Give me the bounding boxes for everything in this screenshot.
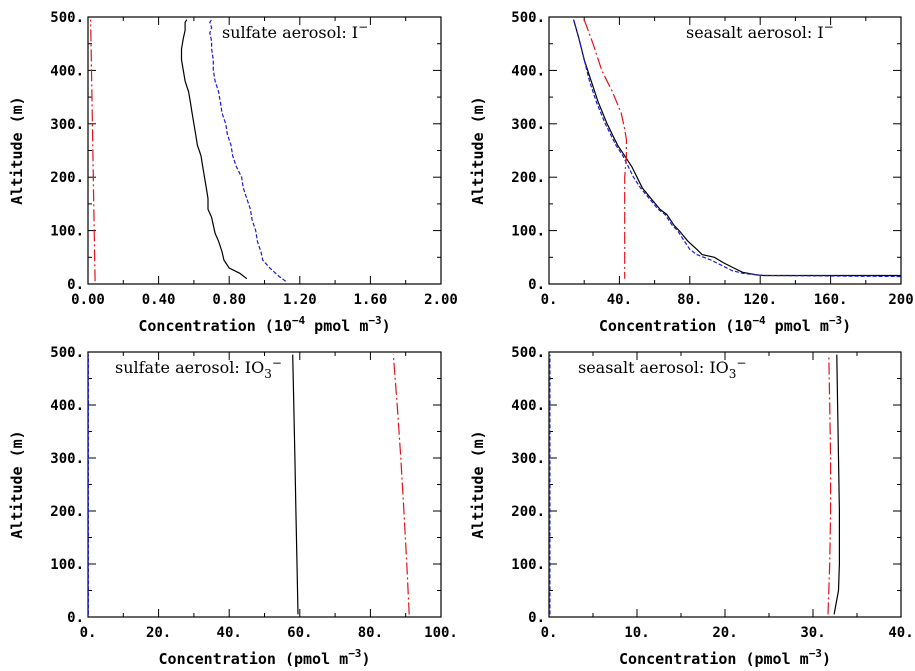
y-tick-label: 100. <box>50 224 84 240</box>
x-tick-label: 80. <box>677 292 702 308</box>
y-tick-label: 300. <box>50 117 84 133</box>
y-tick-label: 100. <box>511 557 545 573</box>
series-line-2 <box>827 354 832 615</box>
x-tick-label: 0.80 <box>212 292 246 308</box>
y-axis-title: Altitude (m) <box>469 430 487 538</box>
series-line-3 <box>583 19 627 279</box>
y-tick-label: 400. <box>50 398 84 414</box>
plot-frame <box>87 16 442 285</box>
chart-panel-3: 0. 20. 40. 60. 80. 100. 0. 100. 200. 300. 400. 500.… <box>8 345 458 668</box>
panel-title: seasalt aerosol: I− <box>686 20 834 42</box>
series-line-1 <box>292 354 299 615</box>
plot-frame <box>548 16 902 285</box>
chart-panel-2: 0. 40. 80. 120. 160. 200 0. 100. 200. 300. 400. 500… <box>469 10 914 335</box>
x-tick-label: 100. <box>424 625 458 641</box>
chart-panel-1: 0.00 0.40 0.80 1.20 1.60 2.00 0. 100. 200. 300. 40… <box>8 10 458 335</box>
y-tick-label: 100. <box>50 557 84 573</box>
y-tick-label: 500. <box>50 345 84 361</box>
plot-frame <box>548 351 902 618</box>
y-tick-label: 200. <box>50 170 84 186</box>
x-axis-title: Concentration (10−4 pmol m−3) <box>599 314 851 335</box>
y-tick-label: 400. <box>511 63 545 79</box>
panel-title: seasalt aerosol: IO3− <box>578 356 746 381</box>
x-axis-title: Concentration (10−4 pmol m−3) <box>138 314 390 335</box>
y-tick-label: 0. <box>67 610 84 626</box>
y-tick-label: 200. <box>50 504 84 520</box>
x-tick-label: 0. <box>80 625 97 641</box>
y-tick-label: 300. <box>511 451 545 467</box>
y-tick-label: 400. <box>511 398 545 414</box>
y-tick-label: 0. <box>67 277 84 293</box>
panel-title: sulfate aerosol: I− <box>222 20 368 42</box>
x-tick-label: 20. <box>712 625 737 641</box>
x-tick-label: 0.40 <box>142 292 176 308</box>
x-tick-label: 30. <box>800 625 825 641</box>
x-tick-label: 0. <box>541 292 558 308</box>
x-tick-label: 160. <box>814 292 848 308</box>
y-tick-label: 300. <box>50 451 84 467</box>
x-tick-label: 20. <box>146 625 171 641</box>
x-tick-label: 10. <box>624 625 649 641</box>
x-tick-label: 120. <box>743 292 777 308</box>
x-axis-title: Concentration (pmol m−3) <box>619 647 831 668</box>
x-tick-label: 1.60 <box>354 292 388 308</box>
x-tick-label: 1.20 <box>283 292 317 308</box>
x-tick-label: 40. <box>217 625 242 641</box>
series-line-1 <box>833 354 840 615</box>
y-axis-title: Altitude (m) <box>469 96 487 204</box>
x-tick-label: 0.00 <box>71 292 105 308</box>
series-line-2 <box>209 19 287 282</box>
y-tick-label: 200. <box>511 504 545 520</box>
chart-panel-4: 0. 10. 20. 30. 40. 0. 100. 200. 300. 400. 500. seas… <box>469 345 914 668</box>
series-line-2 <box>573 19 902 278</box>
x-tick-label: 60. <box>287 625 312 641</box>
x-tick-label: 40. <box>607 292 632 308</box>
x-tick-label: 2.00 <box>424 292 458 308</box>
series-line-3 <box>90 19 96 282</box>
y-tick-label: 500. <box>511 345 545 361</box>
plot-frame <box>87 351 442 618</box>
y-tick-label: 0. <box>528 610 545 626</box>
y-axis-title: Altitude (m) <box>8 430 26 538</box>
y-tick-label: 300. <box>511 117 545 133</box>
y-tick-label: 0. <box>528 277 545 293</box>
y-tick-label: 500. <box>50 10 84 26</box>
y-tick-label: 100. <box>511 224 545 240</box>
series-line-1 <box>180 19 248 280</box>
y-tick-label: 400. <box>50 63 84 79</box>
x-tick-label: 0. <box>541 625 558 641</box>
x-axis-title: Concentration (pmol m−3) <box>159 647 371 668</box>
series-line-1 <box>573 19 901 277</box>
x-tick-label: 40. <box>888 625 913 641</box>
y-tick-label: 500. <box>511 10 545 26</box>
series-line-2 <box>392 354 410 615</box>
y-axis-title: Altitude (m) <box>8 96 26 204</box>
panel-title: sulfate aerosol: IO3− <box>115 356 282 381</box>
y-tick-label: 200. <box>511 170 545 186</box>
x-tick-label: 80. <box>358 625 383 641</box>
x-tick-label: 200 <box>888 292 913 308</box>
